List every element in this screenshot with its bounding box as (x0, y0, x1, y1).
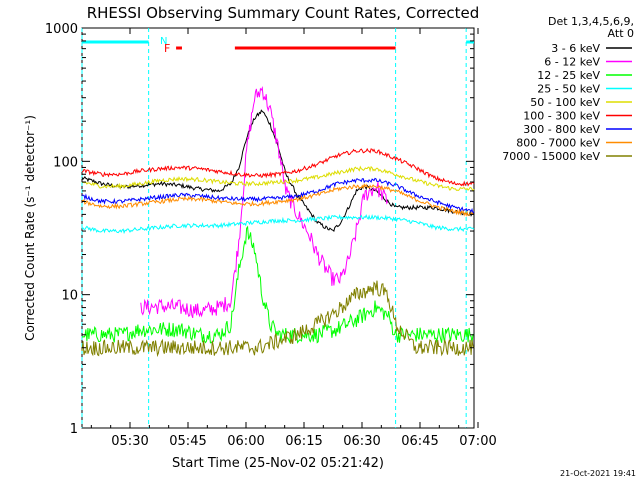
axes-layer: 05:30 05:45 06:00 06:15 06:30 06:45 07:00 1 10 10… (45, 22, 497, 449)
night-marker: N (160, 36, 167, 47)
series-line (140, 86, 389, 319)
chart-title: RHESSI Observing Summary Count Rates, Co… (87, 4, 480, 22)
legend-label: 3 - 6 keV (551, 42, 600, 55)
x-tick-label: 06:45 (401, 434, 438, 449)
legend-label: 300 - 800 keV (523, 123, 600, 136)
y-tick-label: 1000 (45, 22, 78, 37)
y-axis-label: Corrected Count Rate (s⁻¹ detector⁻¹) (23, 115, 37, 341)
series-line (81, 280, 475, 358)
series-layer (81, 86, 475, 358)
x-tick-label: 06:15 (285, 434, 322, 449)
legend-label: 7000 - 15000 keV (502, 150, 600, 163)
series-line (81, 213, 475, 235)
legend-header-2: Att 0 (608, 27, 634, 40)
legend-header-1: Det 1,3,4,5,6,9, (548, 15, 634, 28)
footer-timestamp: 21-Oct-2021 19:41 (560, 469, 636, 478)
legend-label: 25 - 50 keV (537, 83, 600, 96)
legend-label: 100 - 300 keV (523, 110, 600, 123)
legend-label: 6 - 12 keV (544, 56, 600, 69)
y-tick-label: 1 (70, 422, 78, 437)
x-tick-label: 05:30 (111, 434, 148, 449)
legend-label: 50 - 100 keV (530, 96, 600, 109)
x-axis-label: Start Time (25-Nov-02 05:21:42) (172, 456, 384, 471)
series-line (81, 182, 474, 217)
x-tick-label: 06:00 (227, 434, 264, 449)
flare-marker: F (164, 42, 170, 55)
series-line (81, 177, 475, 215)
series-line (81, 165, 475, 192)
legend-label: 12 - 25 keV (537, 69, 600, 82)
y-tick-label: 10 (61, 289, 78, 304)
x-tick-label: 06:30 (343, 434, 380, 449)
x-tick-label: 07:00 (459, 434, 496, 449)
y-tick-label: 100 (53, 155, 78, 170)
series-line (81, 147, 475, 187)
series-line (81, 225, 475, 345)
x-tick-label: 05:45 (169, 434, 206, 449)
legend-label: 800 - 7000 keV (516, 137, 600, 150)
